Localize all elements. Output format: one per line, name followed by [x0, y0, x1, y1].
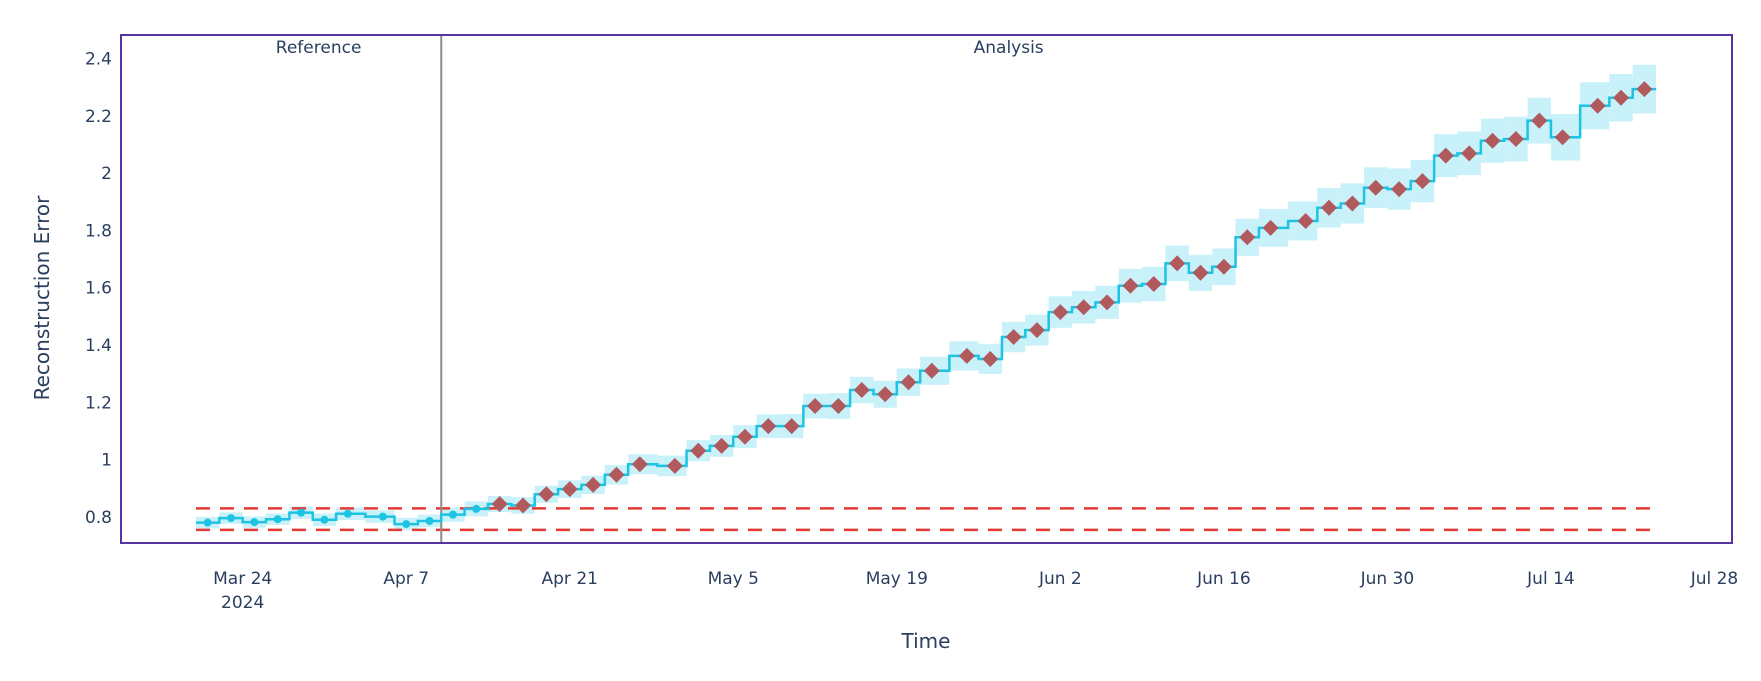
x-tick-label: Jul 28	[1690, 569, 1739, 589]
alert-diamond-marker	[830, 398, 847, 415]
alert-diamond-marker	[877, 386, 894, 403]
alert-diamond-marker	[1484, 132, 1501, 149]
alert-diamond-marker	[1531, 112, 1548, 129]
alert-diamond-marker	[1344, 195, 1361, 212]
alert-diamond-marker	[608, 466, 625, 483]
plot-frame	[120, 34, 1733, 544]
y-tick-label: 1.4	[85, 336, 112, 356]
alert-diamond-marker	[631, 456, 648, 473]
alert-diamond-marker	[853, 381, 870, 398]
y-tick-label: 2.2	[85, 107, 112, 127]
x-tick-label: Jun 2	[1038, 569, 1082, 589]
alert-diamond-marker	[1215, 258, 1232, 275]
alert-diamond-marker	[1169, 255, 1186, 272]
alert-diamond-marker	[1367, 179, 1384, 196]
alert-diamond-marker	[900, 374, 917, 391]
alert-diamond-marker	[1414, 173, 1431, 190]
data-point-marker	[448, 510, 457, 519]
y-tick-label: 1	[101, 451, 112, 471]
alert-diamond-marker	[807, 398, 824, 415]
alert-diamond-marker	[760, 418, 777, 435]
alert-diamond-marker	[923, 362, 940, 379]
alert-diamond-marker	[666, 457, 683, 474]
x-tick-year-label: 2024	[221, 593, 264, 613]
y-tick-label: 0.8	[85, 508, 112, 528]
alert-diamond-marker	[1239, 229, 1256, 246]
alert-diamond-marker	[1052, 304, 1069, 321]
data-point-marker	[378, 512, 387, 521]
data-point-marker	[250, 518, 259, 527]
x-axis-title: Time	[901, 629, 951, 653]
y-tick-label: 2.4	[85, 49, 112, 69]
data-point-marker	[402, 520, 411, 529]
x-tick-label: Apr 7	[383, 569, 429, 589]
x-tick-label: Jul 14	[1526, 569, 1575, 589]
y-tick-label: 2	[101, 164, 112, 184]
x-tick-label: Mar 24	[213, 569, 272, 589]
alert-diamond-marker	[585, 476, 602, 493]
alert-diamond-marker	[690, 442, 707, 459]
alert-diamond-marker	[1437, 147, 1454, 164]
alert-diamond-marker	[1391, 181, 1408, 198]
alert-diamond-marker	[982, 351, 999, 368]
data-point-marker	[273, 515, 282, 524]
alert-diamond-marker	[1192, 264, 1209, 281]
alert-diamond-marker	[1005, 328, 1022, 345]
alert-diamond-marker	[1145, 275, 1162, 292]
x-tick-label: Jun 16	[1196, 569, 1251, 589]
y-tick-label: 1.8	[85, 221, 112, 241]
alert-diamond-marker	[561, 481, 578, 498]
y-tick-label: 1.2	[85, 393, 112, 413]
data-point-marker	[297, 508, 306, 517]
data-point-marker	[472, 504, 481, 513]
confidence-bands	[195, 64, 1657, 531]
alert-diamond-marker	[713, 437, 730, 454]
alert-diamond-marker	[1321, 199, 1338, 216]
alert-diamond-marker	[1507, 131, 1524, 148]
data-point-marker	[203, 518, 212, 527]
alert-diamond-marker	[491, 496, 508, 513]
period-label-analysis: Analysis	[974, 38, 1044, 58]
alert-diamond-marker	[1099, 294, 1116, 311]
data-point-marker	[425, 516, 434, 525]
y-tick-label: 1.6	[85, 279, 112, 299]
data-markers	[203, 81, 1653, 529]
threshold-lines	[195, 507, 1657, 532]
period-label-reference: Reference	[276, 38, 362, 58]
alert-diamond-marker	[783, 418, 800, 435]
data-point-marker	[320, 515, 329, 524]
x-axis-ticks: Mar 24 2024 Apr 7 Apr 21 May 5 May 19 Jun 2 Jun…	[213, 569, 1738, 613]
alert-diamond-marker	[1075, 299, 1092, 316]
data-point-marker	[343, 509, 352, 518]
x-tick-label: Jun 30	[1360, 569, 1415, 589]
alert-diamond-marker	[515, 497, 532, 514]
alert-diamond-marker	[1122, 277, 1139, 294]
alert-diamond-marker	[736, 428, 753, 445]
x-tick-label: May 19	[866, 569, 928, 589]
x-tick-label: Apr 21	[542, 569, 598, 589]
y-axis-ticks: 0.8 1 1.2 1.4 1.6 1.8 2 2.2 2.4	[85, 49, 112, 527]
alert-diamond-marker	[958, 347, 975, 364]
reconstruction-error-step-line	[195, 87, 1657, 526]
alert-diamond-marker	[1028, 322, 1045, 339]
alert-diamond-marker	[1589, 97, 1606, 114]
period-labels: Reference Analysis	[276, 38, 1044, 58]
step-line	[195, 87, 1657, 526]
alert-diamond-marker	[1636, 81, 1653, 98]
alert-diamond-marker	[538, 486, 555, 503]
alert-diamond-marker	[1262, 219, 1279, 236]
data-point-marker	[226, 514, 235, 523]
y-axis-title: Reconstruction Error	[30, 195, 54, 401]
alert-diamond-marker	[1613, 89, 1630, 106]
alert-diamond-marker	[1461, 145, 1478, 162]
alert-diamond-marker	[1297, 212, 1314, 229]
alert-diamond-marker	[1554, 129, 1571, 146]
x-tick-label: May 5	[708, 569, 759, 589]
